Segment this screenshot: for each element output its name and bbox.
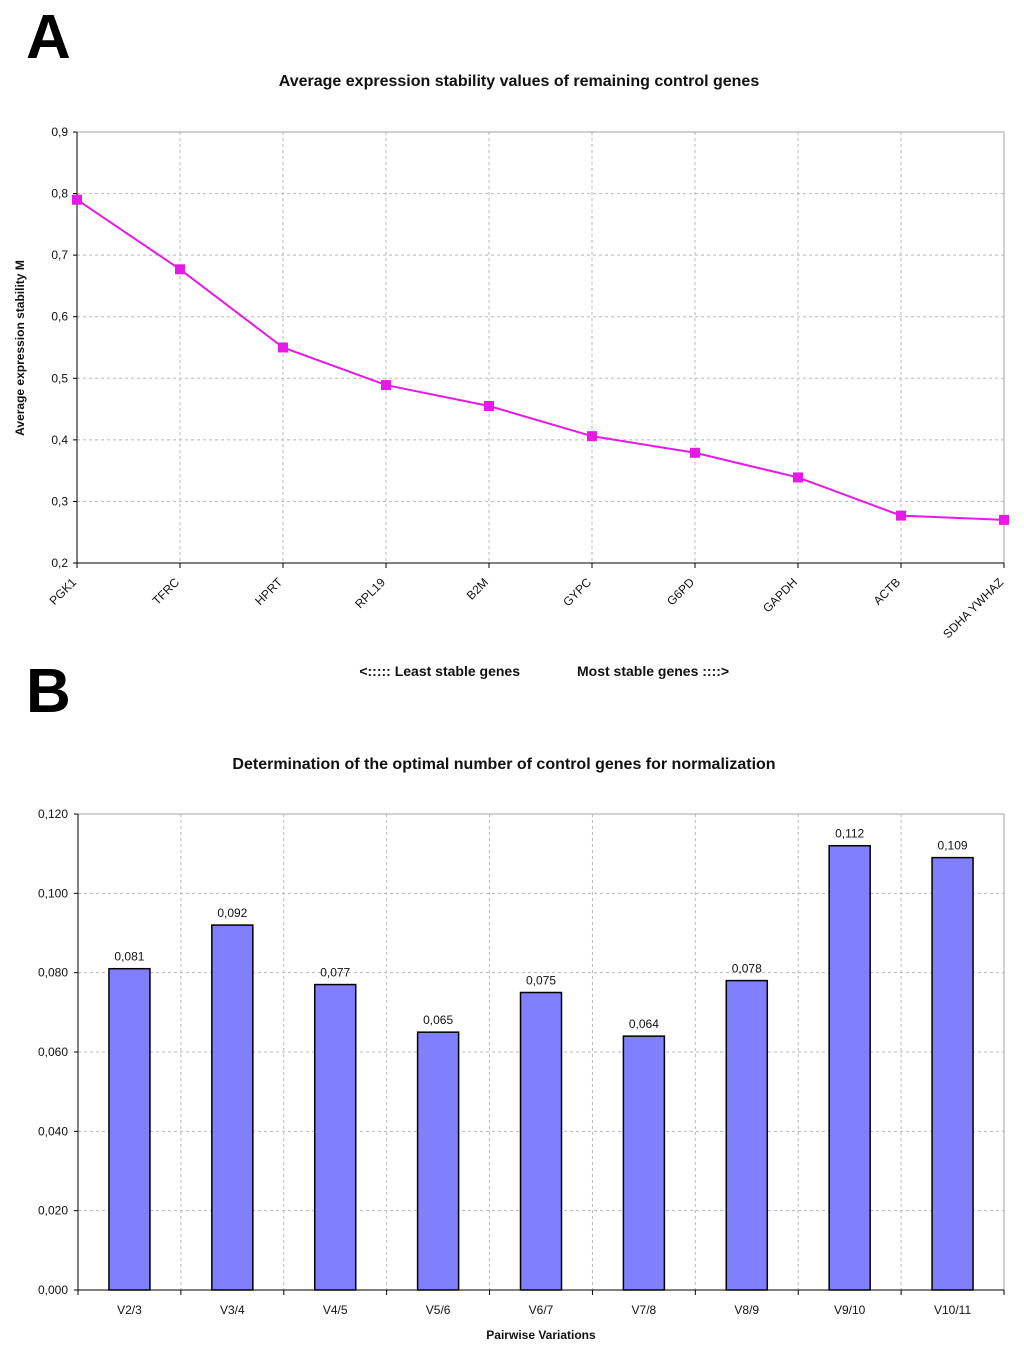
- chart-b-x-tick-label: V9/10: [834, 1303, 866, 1317]
- chart-a-data-point: [690, 447, 700, 458]
- chart-a-x-tick-label: RPL19: [352, 575, 388, 611]
- chart-b-x-tick-label: V2/3: [117, 1303, 142, 1317]
- chart-b-data-label: 0,081: [114, 950, 144, 964]
- chart-a-y-tick-label: 0,3: [51, 494, 68, 508]
- stability-line-chart: Average expression stability values of r…: [13, 73, 1009, 679]
- panel-letter-b: B: [26, 657, 71, 726]
- chart-a-y-tick-label: 0,9: [51, 125, 68, 139]
- chart-a-x-tick-label: SDHA YWHAZ: [940, 575, 1006, 641]
- chart-a-y-tick-label: 0,2: [51, 556, 68, 570]
- chart-b-y-tick-label: 0,120: [38, 807, 68, 821]
- chart-a-x-tick-label: GYPC: [560, 575, 594, 609]
- chart-b-y-ticks: 0,000 0,020 0,040 0,060 0,080 0,100 0,120: [38, 807, 68, 1297]
- chart-a-x-tick-label: PGK1: [47, 575, 80, 608]
- chart-b-bars: 0,081 0,092 0,077 0,065 0,075 0,064 0,078 0,112…: [108, 827, 974, 1291]
- chart-b-data-label: 0,077: [320, 966, 350, 980]
- chart-a-x-ticks: PGK1 TFRC HPRT RPL19 B2M GYPC G6PD GAPDH ACTB SDH…: [47, 575, 1007, 641]
- chart-b-bar: [211, 924, 254, 1291]
- chart-b-bar: [828, 844, 871, 1291]
- chart-a-series: [72, 194, 1009, 525]
- chart-b-bar: [519, 991, 563, 1291]
- chart-a-x-tick-label: HPRT: [252, 575, 285, 608]
- chart-a-data-point: [484, 400, 494, 411]
- chart-b-bar: [416, 1031, 460, 1291]
- chart-a-data-point: [381, 380, 391, 391]
- chart-a-series-line: [76, 198, 1005, 521]
- chart-b-data-label: 0,092: [217, 906, 247, 920]
- chart-b-bar: [931, 856, 974, 1291]
- pairwise-variation-bar-chart: Determination of the optimal number of c…: [38, 756, 1005, 1342]
- chart-a-data-point: [999, 514, 1009, 525]
- chart-a-title: Average expression stability values of r…: [279, 73, 760, 90]
- chart-a-y-tick-label: 0,7: [51, 248, 68, 262]
- chart-b-x-tick-label: V3/4: [220, 1303, 245, 1317]
- chart-b-data-label: 0,065: [423, 1013, 453, 1027]
- chart-a-data-point: [793, 472, 803, 483]
- chart-b-x-tick-label: V10/11: [934, 1303, 971, 1317]
- chart-a-plot-frame: [76, 131, 1005, 564]
- chart-a-x-tick-label: ACTB: [871, 575, 904, 608]
- chart-b-x-tick-label: V5/6: [426, 1303, 451, 1317]
- chart-b-x-axis-label: Pairwise Variations: [486, 1328, 596, 1342]
- chart-b-y-tick-label: 0,040: [38, 1124, 68, 1138]
- panel-letter-a: A: [26, 3, 71, 72]
- chart-a-y-ticks: 0,2 0,3 0,4 0,5 0,6 0,7 0,8 0,9: [51, 125, 68, 570]
- chart-a-x-tick-label: TFRC: [150, 575, 183, 608]
- chart-a-y-axis-label: Average expression stability M: [13, 260, 27, 436]
- chart-b-data-label: 0,112: [835, 827, 864, 841]
- chart-b-title: Determination of the optimal number of c…: [232, 756, 775, 773]
- chart-a-y-tick-label: 0,5: [51, 371, 68, 385]
- chart-b-x-tick-label: V4/5: [323, 1303, 348, 1317]
- chart-b-x-tick-label: V7/8: [632, 1303, 657, 1317]
- chart-a-x-tick-label: B2M: [464, 575, 491, 602]
- chart-a-data-point: [72, 194, 82, 205]
- chart-a-y-tick-label: 0,4: [51, 433, 68, 447]
- chart-b-y-tick-label: 0,000: [38, 1283, 68, 1297]
- chart-b-bar: [108, 967, 151, 1291]
- chart-a-gridlines: [77, 131, 1005, 563]
- chart-b-x-tick-label: V8/9: [734, 1303, 759, 1317]
- chart-b-y-tick-label: 0,080: [38, 966, 68, 980]
- chart-b-x-ticks: V2/3 V3/4 V4/5 V5/6 V6/7 V7/8 V8/9 V9/10 V10/11: [117, 1303, 971, 1317]
- chart-b-x-tick-label: V6/7: [529, 1303, 554, 1317]
- chart-b-data-label: 0,109: [938, 839, 968, 853]
- chart-b-data-label: 0,078: [732, 962, 762, 976]
- chart-a-data-point: [278, 342, 288, 353]
- chart-b-y-tick-label: 0,100: [38, 886, 68, 900]
- chart-b-bar: [313, 983, 357, 1291]
- chart-b-y-tick-label: 0,020: [38, 1204, 68, 1218]
- chart-a-x-tick-label: GAPDH: [760, 575, 800, 615]
- chart-a-x-tick-label: G6PD: [664, 575, 697, 608]
- least-stable-annotation: <::::: Least stable genes: [359, 663, 520, 679]
- most-stable-annotation: Most stable genes ::::>: [577, 663, 729, 679]
- chart-b-bar: [622, 1035, 666, 1291]
- chart-b-y-tick-label: 0,060: [38, 1045, 68, 1059]
- chart-b-data-label: 0,075: [526, 974, 556, 988]
- chart-a-data-point: [587, 431, 597, 442]
- chart-a-data-point: [896, 510, 906, 521]
- chart-a-y-tick-label: 0,8: [51, 187, 68, 201]
- chart-b-data-label: 0,064: [629, 1017, 659, 1031]
- chart-b-bar: [725, 979, 769, 1291]
- chart-a-data-point: [175, 264, 185, 275]
- chart-a-y-tick-label: 0,6: [51, 310, 68, 324]
